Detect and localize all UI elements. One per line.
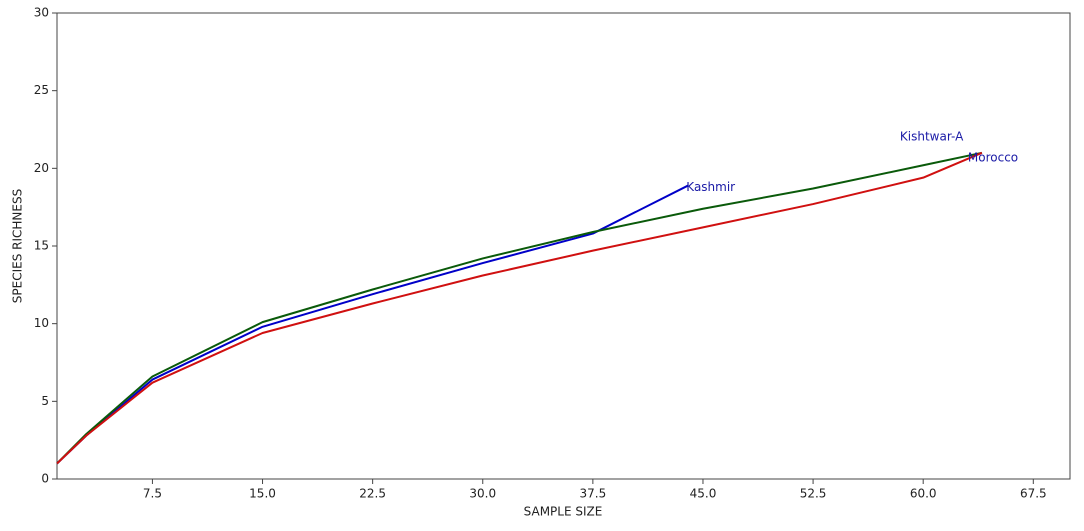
plot-frame [56, 12, 1071, 480]
x-tick-label: 15.0 [249, 487, 276, 501]
series-label: Kishtwar-A [900, 129, 964, 143]
x-tick-label: 22.5 [359, 487, 386, 501]
x-axis-label: SAMPLE SIZE [524, 505, 603, 519]
y-tick-label: 5 [41, 394, 49, 408]
y-tick-label: 0 [41, 472, 49, 486]
series-line [56, 151, 983, 465]
x-tick-label: 30.0 [469, 487, 496, 501]
y-tick-label: 20 [34, 161, 49, 175]
y-tick-label: 10 [34, 316, 49, 330]
x-tick-label: 37.5 [580, 487, 607, 501]
y-tick-label: 25 [34, 83, 49, 97]
x-tick-label: 67.5 [1020, 487, 1047, 501]
y-tick-label: 15 [34, 239, 49, 253]
series-line [56, 184, 689, 465]
x-tick-label: 52.5 [800, 487, 827, 501]
y-axis-label: SPECIES RICHNESS [11, 189, 25, 303]
y-tick-label: 30 [34, 6, 49, 20]
x-tick-label: 7.5 [143, 487, 162, 501]
x-tick-label: 45.0 [690, 487, 717, 501]
series-label: Morocco [968, 150, 1018, 164]
series-label: Kashmir [686, 180, 735, 194]
series-line [56, 151, 983, 465]
x-tick-label: 60.0 [910, 487, 937, 501]
